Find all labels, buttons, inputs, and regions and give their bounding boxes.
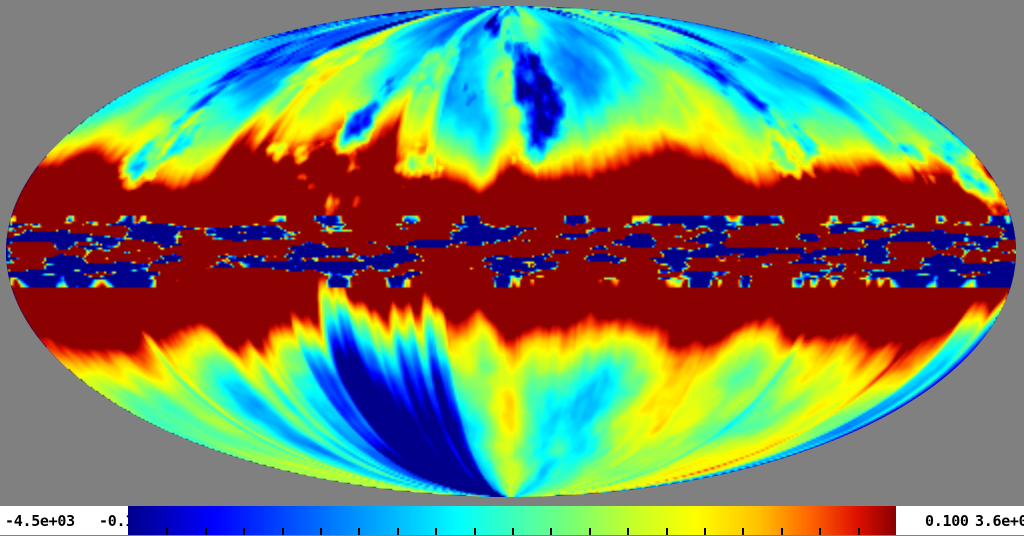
sky-map-panel xyxy=(6,6,1016,497)
colorbar-ticks xyxy=(128,528,896,535)
colorbar-tick xyxy=(282,528,284,535)
colorbar-tick xyxy=(550,528,552,535)
colorbar-tick xyxy=(435,528,437,535)
sky-map-canvas[interactable] xyxy=(6,6,1016,497)
colorbar-tick xyxy=(474,528,476,535)
colorbar-tick xyxy=(358,528,360,535)
colorbar-tick xyxy=(166,528,168,535)
colorbar-tick xyxy=(819,528,821,535)
colorbar-tick xyxy=(666,528,668,535)
colorbar-tick xyxy=(781,528,783,535)
mollweide-sky-map[interactable] xyxy=(6,6,1016,497)
colorbar-panel: -4.5e+03 -0.100 0.100 3.6e+04 xyxy=(0,506,1024,535)
colorbar-tick xyxy=(512,528,514,535)
colorbar-max-label: 0.100 xyxy=(925,512,969,530)
colorbar-tick xyxy=(397,528,399,535)
colorbar-tick xyxy=(858,528,860,535)
colorbar-tick xyxy=(742,528,744,535)
colorbar-over-label: 3.6e+04 xyxy=(975,512,1024,530)
colorbar-tick xyxy=(627,528,629,535)
colorbar-tick xyxy=(589,528,591,535)
colorbar-tick xyxy=(704,528,706,535)
colorbar-under-label: -4.5e+03 xyxy=(5,512,75,530)
colorbar-tick xyxy=(243,528,245,535)
colorbar-tick xyxy=(205,528,207,535)
colorbar-tick xyxy=(320,528,322,535)
